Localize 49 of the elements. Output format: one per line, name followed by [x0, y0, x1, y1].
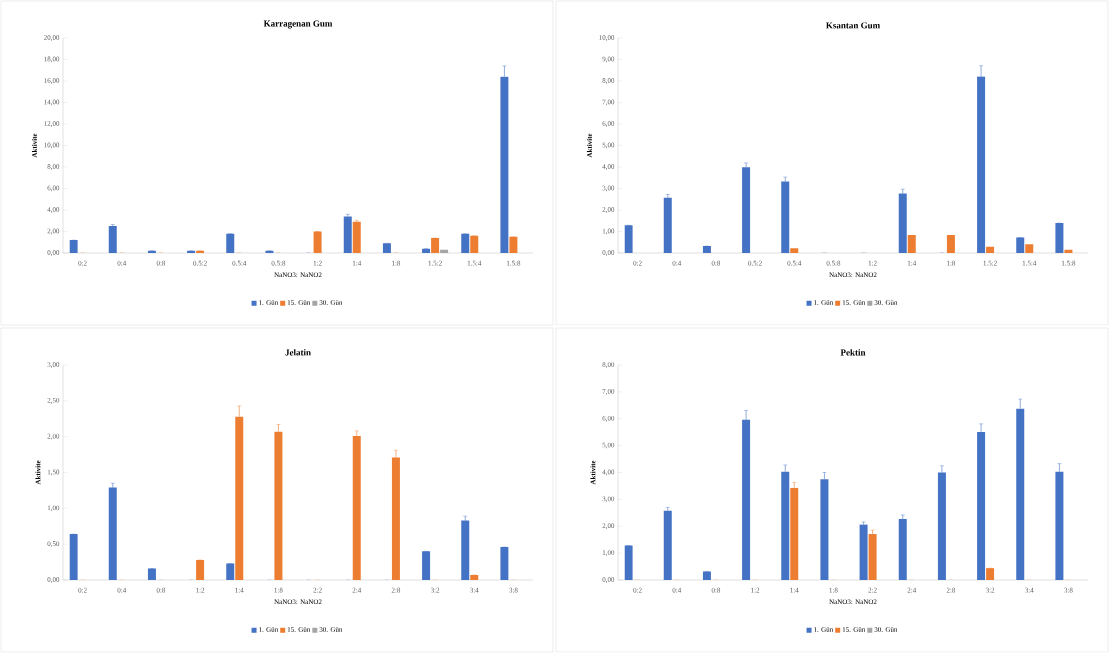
bar	[343, 216, 352, 253]
bar	[509, 236, 518, 253]
bar	[868, 534, 877, 580]
bar	[196, 559, 205, 580]
bar	[986, 246, 995, 253]
bar	[907, 234, 916, 253]
bar	[147, 568, 156, 580]
bar	[108, 226, 117, 253]
bar	[352, 435, 361, 580]
bar	[986, 568, 995, 580]
bar	[352, 221, 361, 253]
bar	[790, 248, 799, 253]
bar	[226, 563, 235, 580]
bar	[500, 547, 509, 580]
bar	[624, 225, 633, 253]
chart-title: Pektin	[840, 349, 866, 356]
bar	[313, 231, 322, 253]
bar	[470, 574, 479, 580]
bar	[1025, 244, 1034, 253]
chart-title: Jelatin	[285, 349, 311, 356]
bar	[702, 246, 711, 253]
bar	[946, 234, 955, 253]
bar	[702, 571, 711, 580]
bar	[69, 240, 78, 253]
bar	[1055, 223, 1064, 253]
bar	[461, 520, 470, 580]
bar	[431, 237, 440, 253]
bar	[624, 545, 633, 580]
bar	[422, 551, 431, 580]
bar	[108, 487, 117, 580]
bar	[790, 487, 799, 580]
bar	[382, 243, 391, 253]
bar	[663, 510, 672, 580]
bar	[226, 233, 235, 253]
bar	[422, 248, 431, 253]
bar	[470, 235, 479, 253]
chart-title: Karragenan Gum	[263, 20, 333, 29]
bar	[1064, 249, 1073, 253]
bar	[663, 197, 672, 253]
bar	[859, 524, 868, 580]
bar	[69, 534, 78, 580]
bar	[461, 233, 470, 253]
bar	[742, 167, 751, 253]
bar	[898, 193, 907, 253]
bar	[440, 249, 449, 253]
chart-title: Ksantan Gum	[826, 22, 880, 29]
bar	[898, 518, 907, 580]
bar	[1016, 237, 1025, 253]
bar	[781, 181, 790, 253]
